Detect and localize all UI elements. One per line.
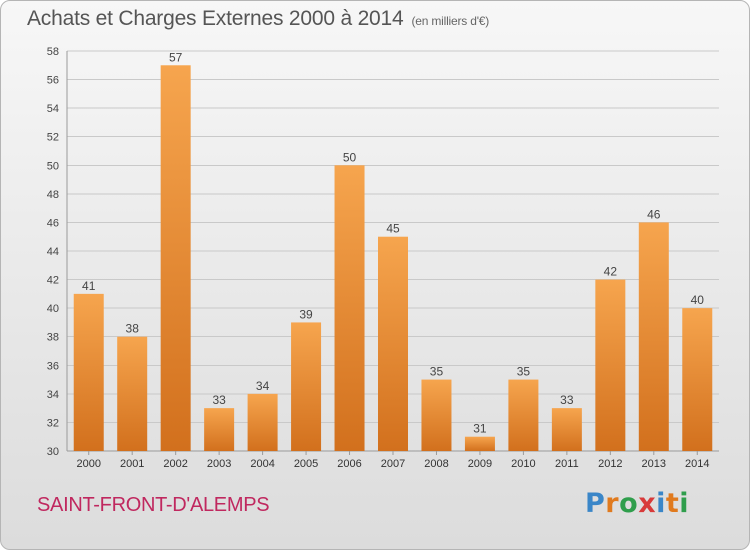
logo-letter: P: [585, 488, 606, 519]
data-labels: 41 38 57 33 34 39 50 45 35 31 35 33 42 46 40: [82, 50, 704, 435]
bar-2008: [421, 379, 452, 451]
y-tick-label: 48: [47, 189, 59, 201]
logo-letter: i: [679, 488, 690, 519]
bar-2009: [464, 436, 495, 451]
logo-letter: r: [605, 488, 620, 519]
y-tick-label: 36: [47, 360, 59, 372]
logo-letter: i: [656, 488, 666, 519]
x-tick-labels: 2000 2001 2002 2003 2004 2005 2006 2007 2008 2009…: [76, 458, 709, 470]
x-tick-label: 2005: [294, 458, 318, 470]
x-tick-label: 2006: [337, 458, 361, 470]
x-tick-label: 2009: [468, 458, 492, 470]
y-tick-label: 50: [47, 160, 59, 172]
data-label: 33: [212, 393, 226, 407]
logo-letter: o: [619, 488, 639, 519]
logo-letter: t: [665, 488, 680, 519]
x-tick-label: 2008: [424, 458, 448, 470]
bar-2004: [247, 393, 278, 451]
y-tick-label: 42: [47, 275, 59, 287]
proxiti-logo: Proxiti: [585, 488, 689, 519]
bar-2002: [160, 65, 191, 452]
bar-2014: [682, 308, 713, 451]
bar-2003: [204, 408, 235, 451]
data-label: 38: [126, 322, 140, 336]
data-label: 33: [560, 393, 574, 407]
y-tick-label: 40: [47, 303, 59, 315]
x-tick-label: 2007: [381, 458, 405, 470]
x-tick-label: 2000: [76, 458, 100, 470]
data-label: 45: [386, 222, 400, 236]
y-tick-label: 56: [47, 75, 59, 87]
data-label: 31: [473, 422, 487, 436]
x-tick-label: 2010: [511, 458, 535, 470]
data-label: 57: [169, 50, 183, 64]
bar-2001: [117, 336, 148, 451]
y-tick-label: 54: [47, 103, 59, 115]
location-name: SAINT-FRONT-D'ALEMPS: [37, 494, 270, 516]
data-label: 39: [299, 307, 313, 321]
y-tick-label: 34: [47, 389, 59, 401]
bar-2007: [378, 236, 408, 451]
chart-unit: (en milliers d'€): [411, 14, 490, 28]
bar-2012: [595, 279, 626, 451]
x-tick-label: 2012: [598, 458, 622, 470]
y-tick-label: 30: [47, 446, 59, 458]
data-label: 46: [647, 207, 661, 221]
x-tick-label: 2004: [250, 458, 274, 470]
logo-letter: x: [638, 488, 657, 519]
bar-2011: [551, 408, 582, 451]
y-tick-label: 52: [47, 132, 59, 144]
bar-2013: [638, 222, 669, 451]
y-tick-labels: 30 32 34 36 38 40 42 44 46 48 50 52 54 56 58: [47, 46, 59, 458]
chart-title-text: Achats et Charges Externes 2000 à 2014: [27, 7, 404, 30]
bar-2010: [508, 379, 539, 451]
y-tick-label: 46: [47, 217, 59, 229]
data-label: 50: [343, 150, 357, 164]
x-tick-label: 2003: [207, 458, 231, 470]
data-label: 35: [517, 365, 531, 379]
x-tick-label: 2014: [685, 458, 709, 470]
bar-2005: [291, 322, 322, 451]
y-tick-label: 38: [47, 332, 59, 344]
x-tick-label: 2002: [163, 458, 187, 470]
data-label: 34: [256, 379, 270, 393]
bars: [73, 65, 713, 452]
y-tick-label: 32: [47, 417, 59, 429]
bar-2000: [73, 293, 104, 451]
x-tick-label: 2001: [120, 458, 144, 470]
bar-2006: [334, 165, 365, 452]
x-tick-label: 2013: [642, 458, 666, 470]
data-label: 42: [604, 265, 618, 279]
chart-title: Achats et Charges Externes 2000 à 2014 (e…: [27, 7, 489, 31]
data-label: 41: [82, 279, 96, 293]
data-label: 40: [691, 293, 705, 307]
x-tick-label: 2011: [555, 458, 579, 470]
y-tick-label: 58: [47, 46, 59, 58]
data-label: 35: [430, 365, 444, 379]
y-tick-label: 44: [47, 246, 59, 258]
